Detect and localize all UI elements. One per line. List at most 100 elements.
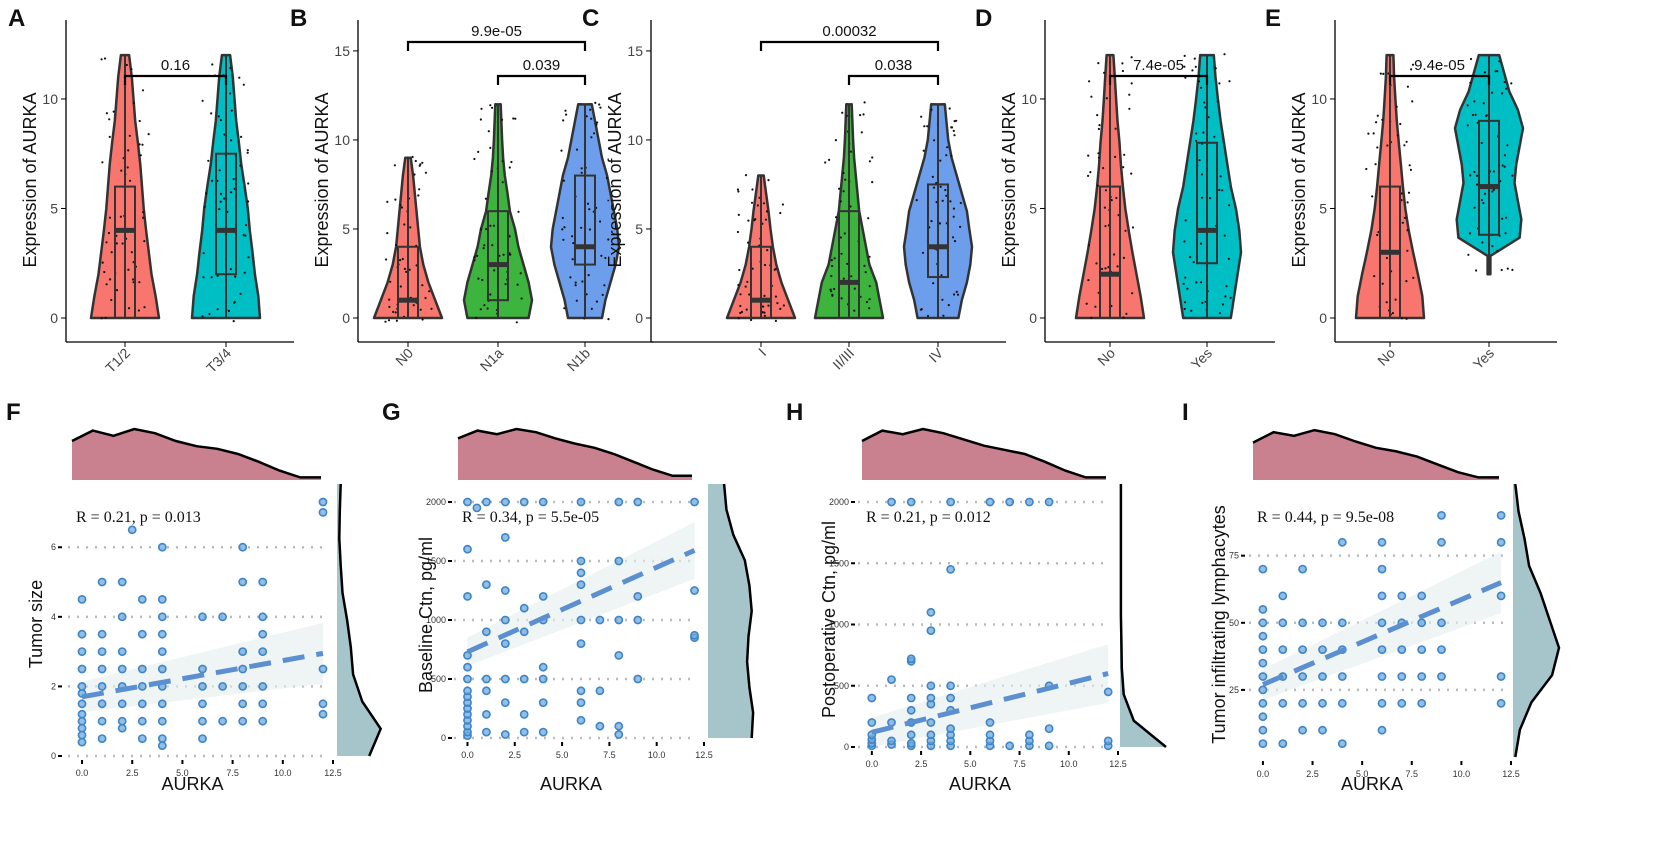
- data-point: [1025, 730, 1034, 740]
- data-point: [1337, 618, 1347, 628]
- data-point: [576, 615, 586, 625]
- data-point: [127, 525, 137, 535]
- jitter-point: [761, 311, 764, 314]
- y-tick-label: 25: [1229, 685, 1239, 695]
- jitter-point: [952, 215, 955, 218]
- top-density-line: [861, 427, 1106, 479]
- top-density-line: [71, 427, 321, 479]
- x-tick-label: 10.0: [1453, 769, 1471, 779]
- jitter-point: [230, 109, 233, 112]
- jitter-point: [211, 179, 214, 182]
- jitter-point: [1224, 295, 1227, 298]
- jitter-point: [747, 219, 750, 222]
- jitter-point: [588, 208, 591, 211]
- data-point: [218, 716, 227, 726]
- x-tick-label: 2.5: [126, 768, 139, 778]
- jitter-point: [1468, 232, 1472, 235]
- jitter-point: [514, 117, 517, 120]
- jitter-point: [580, 226, 583, 229]
- data-point: [238, 647, 248, 656]
- jitter-point: [1087, 279, 1090, 282]
- right-density-fill: [337, 484, 381, 756]
- correlation-label: R = 0.34, p = 5.5e-05: [462, 509, 599, 526]
- jitter-point: [590, 117, 593, 120]
- box-median: [575, 244, 595, 250]
- jitter-point: [946, 146, 949, 149]
- jitter-point: [208, 312, 211, 316]
- jitter-point: [483, 304, 486, 307]
- jitter-point: [941, 199, 944, 202]
- jitter-point: [569, 276, 572, 279]
- data-point: [1417, 618, 1427, 628]
- y-tick-label: 1500: [426, 556, 446, 566]
- jitter-point: [1412, 276, 1415, 279]
- jitter-point: [137, 309, 140, 312]
- x-tick-label: 5.0: [556, 750, 569, 760]
- jitter-point: [941, 298, 944, 301]
- data-point: [538, 497, 548, 507]
- right-density-line: [338, 483, 383, 757]
- y-tick-label: 1000: [829, 620, 849, 630]
- jitter-point: [229, 268, 232, 271]
- jitter-point: [1379, 72, 1382, 75]
- jitter-point: [575, 299, 578, 302]
- x-tick-label: N1b: [564, 345, 594, 375]
- jitter-point: [953, 293, 956, 296]
- data-point: [472, 503, 482, 513]
- jitter-point: [926, 314, 930, 318]
- jitter-point: [388, 305, 391, 308]
- jitter-point: [1491, 91, 1494, 94]
- data-point: [614, 651, 624, 660]
- x-tick-label: T1/2: [102, 345, 133, 376]
- jitter-point: [1410, 68, 1413, 71]
- jitter-point: [1503, 154, 1506, 157]
- data-point: [238, 699, 248, 709]
- y-tick-label: 0: [50, 310, 58, 326]
- data-point: [1298, 698, 1307, 708]
- jitter-point: [1504, 232, 1507, 235]
- jitter-point: [1506, 267, 1509, 270]
- jitter-point: [492, 224, 495, 227]
- jitter-point: [601, 293, 604, 296]
- x-tick-label: 7.5: [226, 768, 239, 778]
- jitter-point: [765, 210, 769, 213]
- jitter-point: [1131, 292, 1134, 295]
- jitter-point: [242, 83, 245, 86]
- jitter-point: [763, 314, 767, 317]
- data-point: [926, 607, 936, 617]
- jitter-point: [128, 134, 131, 137]
- jitter-point: [1466, 124, 1469, 127]
- jitter-point: [508, 235, 511, 238]
- jitter-point: [864, 271, 867, 274]
- jitter-point: [933, 139, 936, 142]
- data-point: [1337, 672, 1347, 681]
- jitter-point: [849, 150, 853, 153]
- jitter-point: [926, 125, 929, 128]
- data-point: [117, 577, 127, 587]
- data-point: [1496, 591, 1506, 601]
- jitter-point: [563, 307, 566, 310]
- data-point: [1258, 618, 1268, 628]
- jitter-point: [590, 307, 593, 310]
- data-point: [946, 693, 955, 703]
- jitter-point: [840, 252, 843, 255]
- data-point: [481, 674, 491, 684]
- data-point: [946, 565, 955, 574]
- jitter-point: [105, 241, 108, 244]
- data-point: [77, 664, 87, 674]
- jitter-point: [830, 259, 833, 262]
- jitter-point: [945, 194, 948, 197]
- data-point: [117, 716, 127, 726]
- jitter-point: [830, 274, 833, 278]
- jitter-point: [1498, 60, 1501, 63]
- y-tick-label: 5: [1029, 200, 1037, 216]
- y-tick-label: 0: [51, 751, 56, 761]
- jitter-point: [201, 315, 204, 318]
- jitter-point: [1503, 80, 1506, 84]
- jitter-point: [1085, 302, 1088, 305]
- jitter-point: [1125, 312, 1128, 315]
- jitter-point: [1107, 266, 1110, 269]
- data-point: [463, 544, 472, 554]
- jitter-point: [1395, 105, 1398, 108]
- jitter-point: [244, 234, 247, 237]
